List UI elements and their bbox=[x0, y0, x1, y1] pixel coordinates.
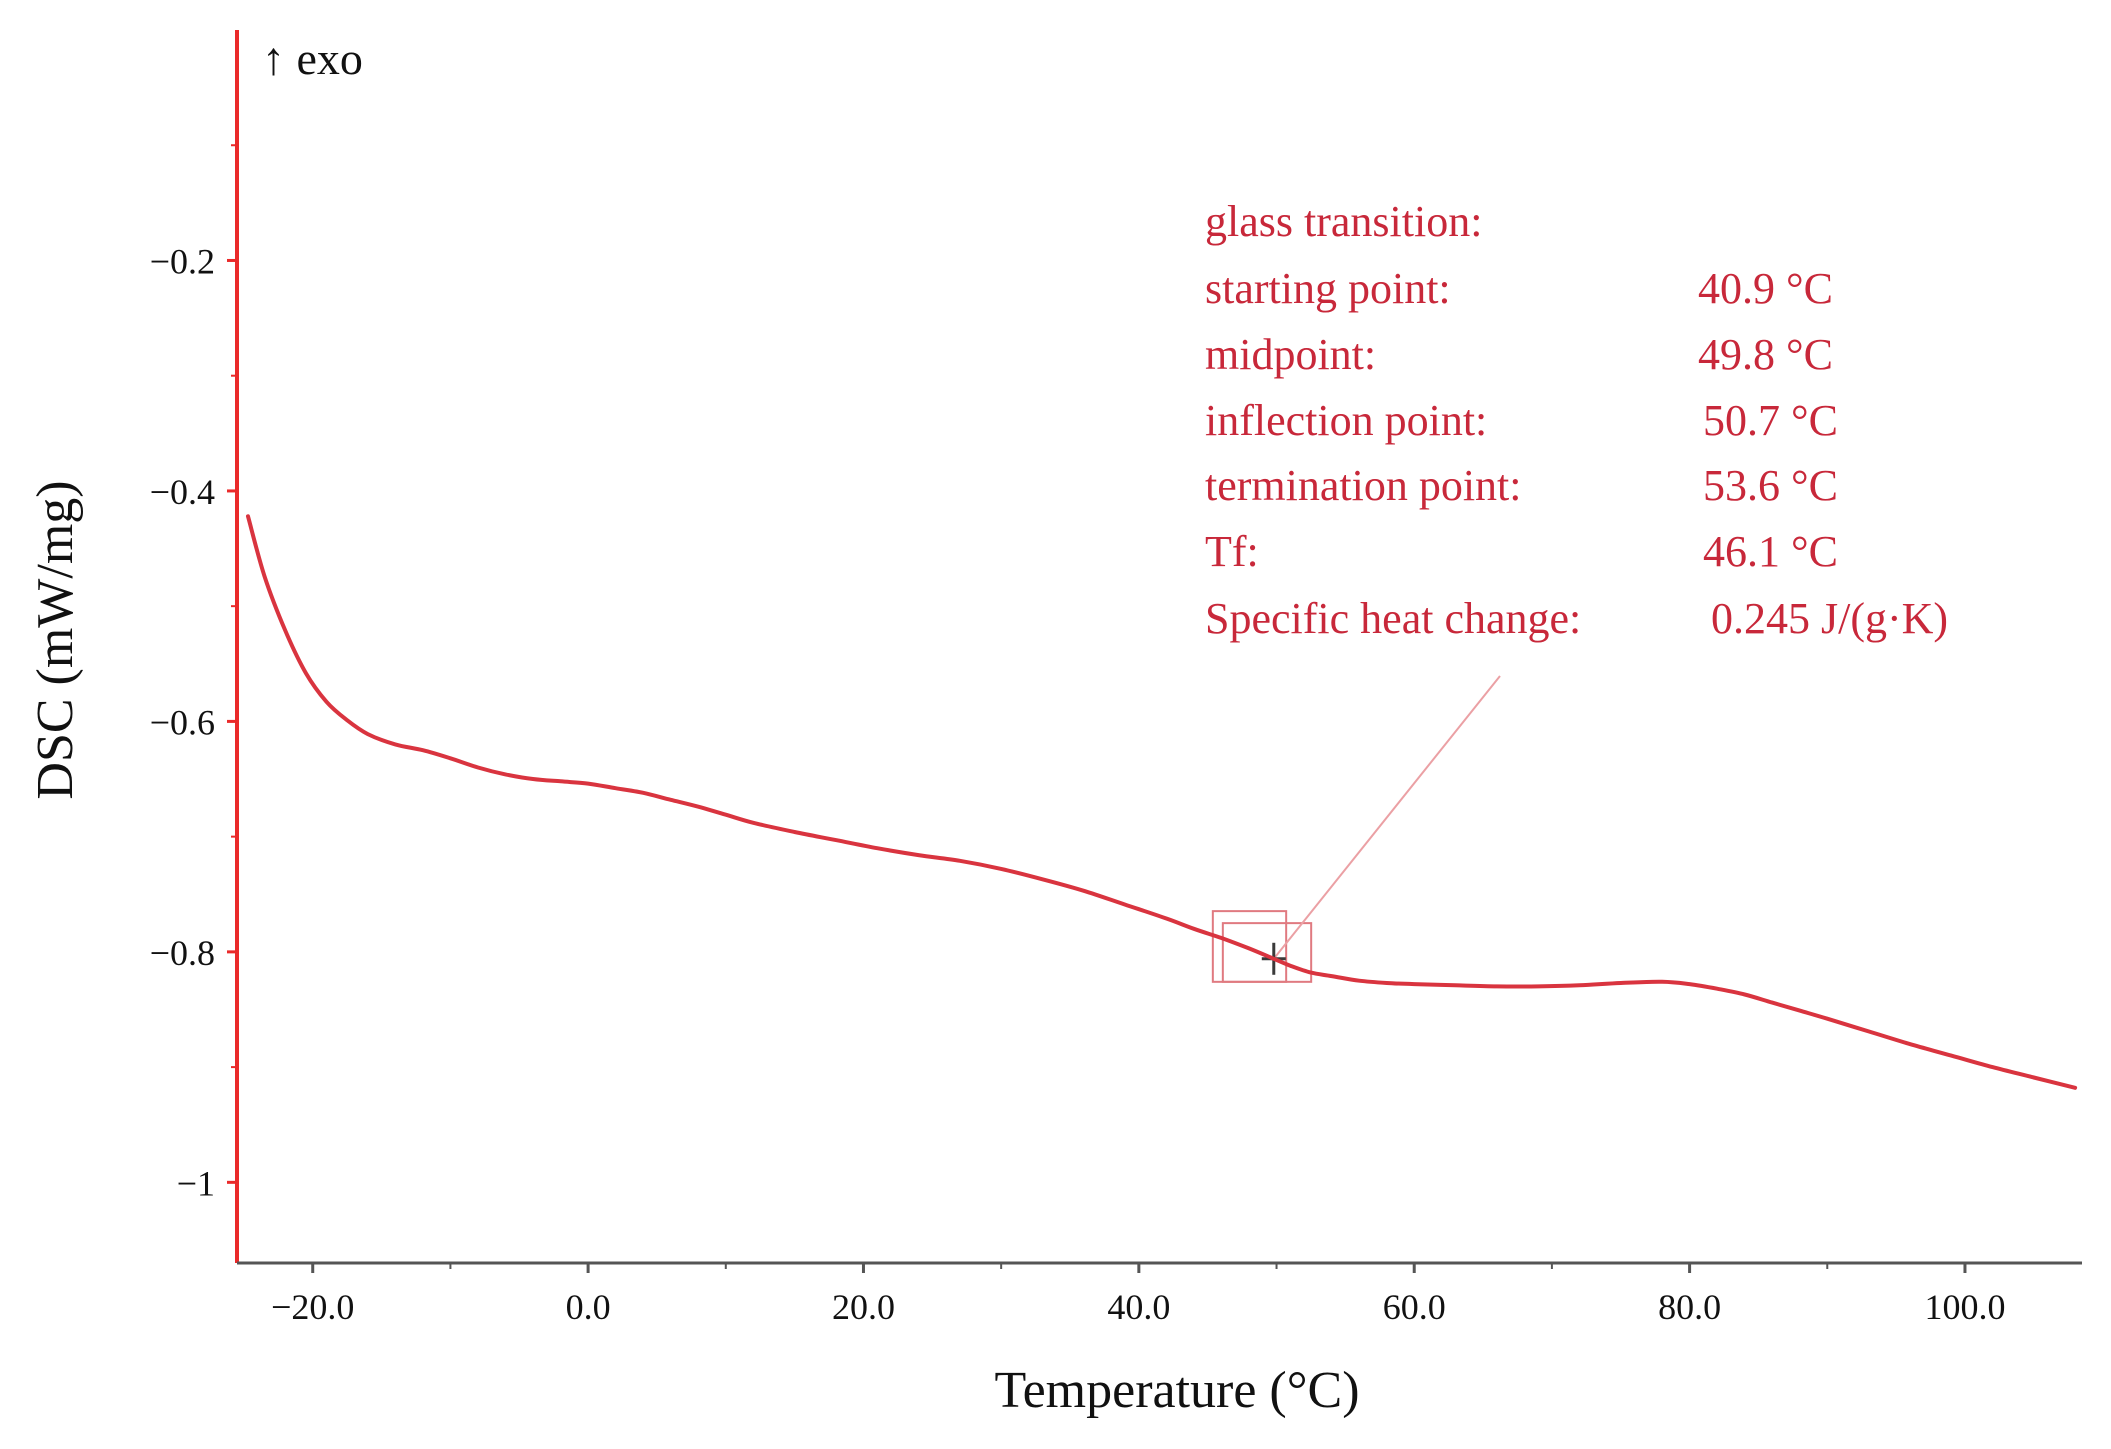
annotation-value-inflection-point: 50.7 °C bbox=[1703, 396, 1838, 445]
annotation-label-specific-heat-change: Specific heat change: bbox=[1205, 594, 1581, 643]
x-tick-label: 60.0 bbox=[1383, 1287, 1446, 1327]
transition-box-inner bbox=[1221, 922, 1313, 983]
x-tick-label: −20.0 bbox=[271, 1287, 354, 1327]
annotation-label-termination-point: termination point: bbox=[1205, 461, 1522, 510]
annotation-value-starting-point: 40.9 °C bbox=[1698, 264, 1833, 313]
annotation-label-inflection-point: inflection point: bbox=[1205, 396, 1487, 445]
dsc-curve bbox=[246, 514, 2078, 1090]
annotation-value-tf: 46.1 °C bbox=[1703, 527, 1838, 576]
annotation-label-midpoint: midpoint: bbox=[1205, 330, 1376, 379]
annotation-block: glass transition: starting point: 40.9 °… bbox=[1205, 197, 1948, 643]
x-axis-title: Temperature (°C) bbox=[994, 1362, 1359, 1419]
series-layer bbox=[246, 514, 2078, 1090]
annotation-value-midpoint: 49.8 °C bbox=[1698, 330, 1833, 379]
axes bbox=[235, 30, 2082, 1265]
y-tick-label: −0.2 bbox=[150, 241, 215, 281]
x-tick-label: 100.0 bbox=[1924, 1287, 2005, 1327]
y-tick-label: −1 bbox=[177, 1163, 215, 1203]
annotation-title: glass transition: bbox=[1205, 197, 1482, 246]
y-tick-label: −0.4 bbox=[150, 472, 215, 512]
y-tick-label: −0.6 bbox=[150, 702, 215, 742]
x-tick-label: 80.0 bbox=[1658, 1287, 1721, 1327]
text-layer: ↑ exo Temperature (°C) DSC (mW/mg) bbox=[27, 33, 1360, 1419]
annotation-value-specific-heat-change: 0.245 J/(g·K) bbox=[1711, 594, 1948, 643]
axis-ticks: −0.2 −0.4 −0.6 −0.8 −1 −20.0 0.0 20.0 40.0 60.0 80… bbox=[150, 144, 2005, 1327]
exo-direction-label: ↑ exo bbox=[262, 33, 363, 84]
annotation-value-termination-point: 53.6 °C bbox=[1703, 461, 1838, 510]
glass-transition-marker bbox=[1211, 675, 1501, 983]
annotation-leader-line bbox=[1272, 675, 1501, 960]
annotation-label-starting-point: starting point: bbox=[1205, 264, 1451, 313]
y-axis-title: DSC (mW/mg) bbox=[27, 480, 84, 799]
annotation-label-tf: Tf: bbox=[1205, 527, 1259, 576]
y-tick-label: −0.8 bbox=[150, 933, 215, 973]
x-tick-label: 20.0 bbox=[832, 1287, 895, 1327]
x-tick-label: 40.0 bbox=[1107, 1287, 1170, 1327]
x-tick-label: 0.0 bbox=[566, 1287, 611, 1327]
